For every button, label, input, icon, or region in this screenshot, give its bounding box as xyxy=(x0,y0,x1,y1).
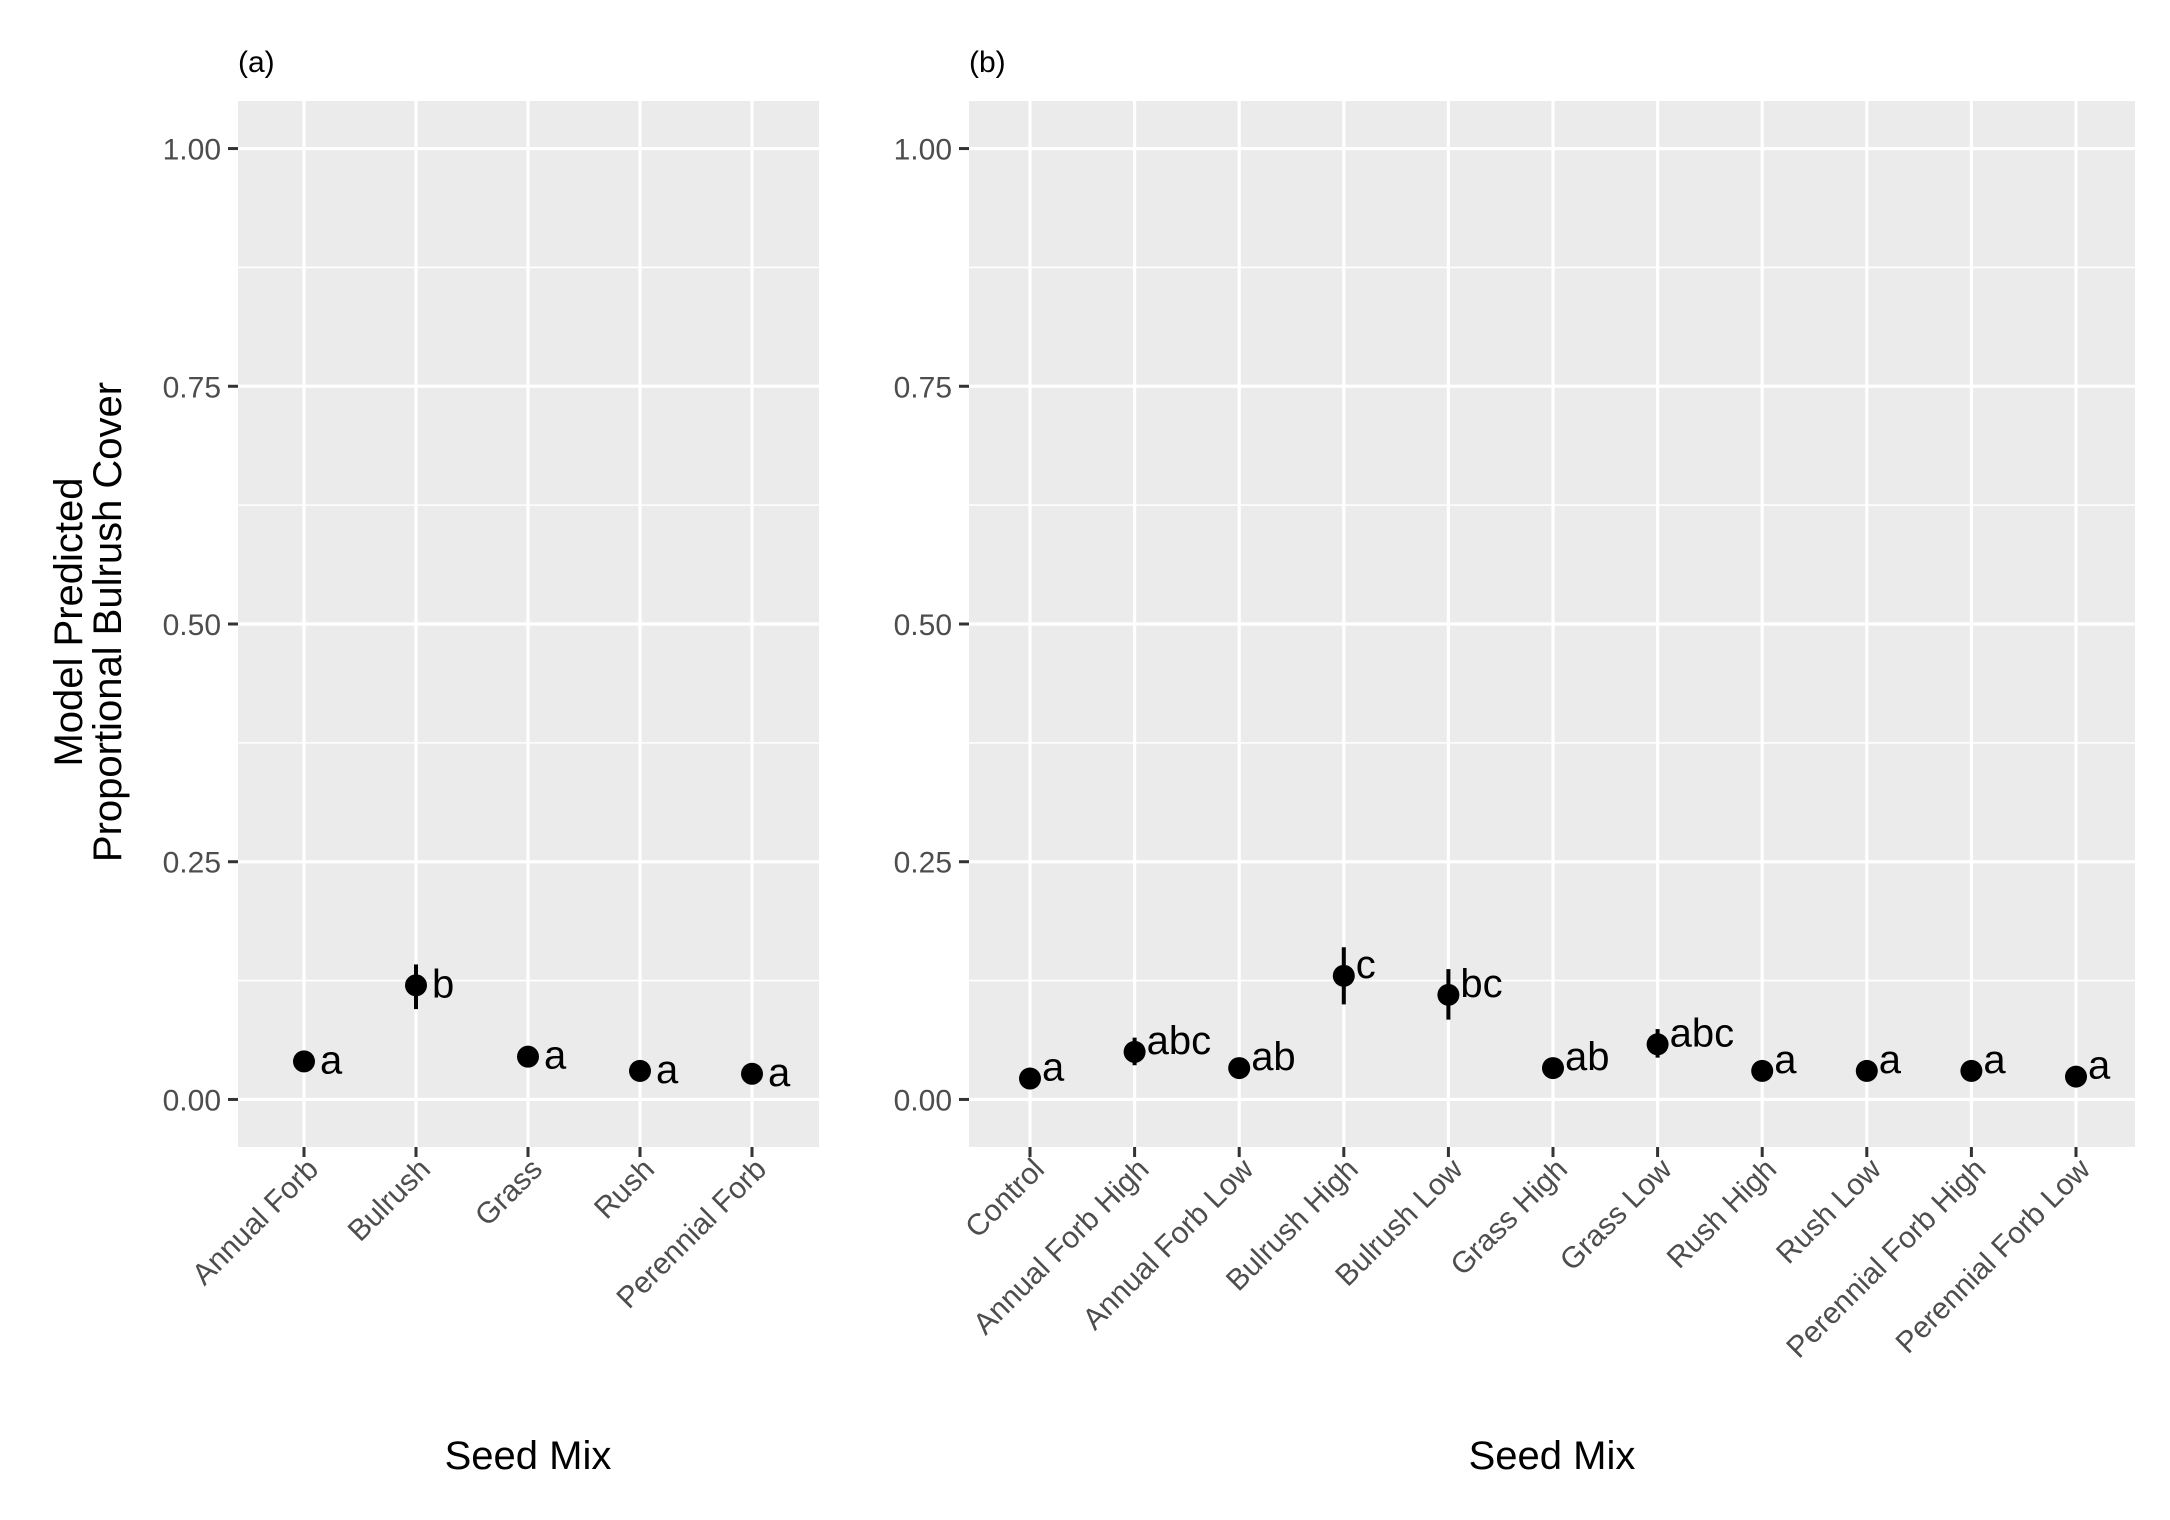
x-tick-label: Bulrush xyxy=(342,1153,437,1248)
x-tick-label: Grass Low xyxy=(1554,1152,1679,1277)
panel-a-y-axis: 0.00 0.25 0.50 0.75 1.00 xyxy=(163,134,238,1117)
data-point xyxy=(1646,1033,1669,1056)
y-tick-label: 0.25 xyxy=(894,847,952,880)
y-tick-label: 0.00 xyxy=(163,1084,221,1117)
significance-letter: ab xyxy=(1251,1035,1296,1079)
y-tick-label: 1.00 xyxy=(894,134,952,167)
panel-a-label: (a) xyxy=(238,46,275,79)
significance-letter: a xyxy=(1774,1038,1797,1082)
panel-a-x-axis-title: Seed Mix xyxy=(445,1434,612,1478)
y-tick-label: 0.75 xyxy=(894,371,952,404)
data-point xyxy=(1751,1059,1774,1082)
significance-letter: b xyxy=(432,962,454,1006)
data-point xyxy=(629,1059,651,1082)
panel-b-grid xyxy=(969,101,2135,1147)
panel-b-x-axis-title: Seed Mix xyxy=(1469,1434,1636,1478)
panel-b-label: (b) xyxy=(969,46,1006,79)
significance-letter: a xyxy=(1042,1046,1065,1090)
significance-letter: a xyxy=(656,1048,679,1092)
data-point xyxy=(1437,983,1460,1006)
data-point xyxy=(741,1062,763,1085)
y-tick-label: 0.00 xyxy=(894,1084,952,1117)
data-point xyxy=(405,974,427,997)
significance-letter: bc xyxy=(1460,962,1502,1006)
y-tick-label: 0.25 xyxy=(163,847,221,880)
x-tick-label: Annual Forb High xyxy=(967,1153,1155,1341)
x-tick-label: Grass xyxy=(469,1153,549,1233)
y-axis-title-line-2: Proportional Bulrush Cover xyxy=(86,382,130,862)
significance-letter: a xyxy=(1879,1038,1902,1082)
x-tick-label: Annual Forb xyxy=(186,1153,325,1292)
significance-letter: a xyxy=(768,1051,791,1095)
y-tick-label: 0.50 xyxy=(894,609,952,642)
data-point xyxy=(1123,1040,1146,1063)
y-axis-title-line-1: Model Predicted xyxy=(47,477,91,766)
data-point xyxy=(1855,1059,1878,1082)
data-point xyxy=(1542,1057,1564,1080)
y-tick-label: 1.00 xyxy=(163,134,221,167)
significance-letter: abc xyxy=(1670,1011,1735,1055)
significance-letter: a xyxy=(320,1038,343,1082)
data-point xyxy=(1960,1059,1983,1082)
data-point xyxy=(1019,1067,1041,1090)
significance-letter: ab xyxy=(1565,1035,1610,1079)
data-point xyxy=(2065,1065,2087,1088)
significance-letter: abc xyxy=(1147,1019,1212,1063)
significance-letter: a xyxy=(544,1034,567,1078)
significance-letter: a xyxy=(2088,1044,2111,1088)
data-point xyxy=(1332,964,1355,987)
data-point xyxy=(293,1050,315,1073)
data-point xyxy=(1228,1057,1251,1080)
y-tick-label: 0.75 xyxy=(163,371,221,404)
panel-a: (a) 0.00 0.25 0.50 0.75 1.00 Annual Forb Bulr… xyxy=(163,46,819,1478)
x-tick-label: Perennial Forb Low xyxy=(1890,1152,2098,1360)
x-tick-label: Rush High xyxy=(1661,1153,1783,1275)
significance-letter: c xyxy=(1356,943,1376,987)
data-point xyxy=(517,1045,539,1068)
panel-a-marks: a b a a a xyxy=(293,962,791,1095)
significance-letter: a xyxy=(1983,1038,2006,1082)
y-axis-title: Model Predicted Proportional Bulrush Cov… xyxy=(47,382,130,862)
y-tick-label: 0.50 xyxy=(163,609,221,642)
x-tick-label: Rush xyxy=(588,1153,661,1226)
panel-b-y-axis: 0.00 0.25 0.50 0.75 1.00 xyxy=(894,134,969,1117)
x-tick-label: Perennial Forb High xyxy=(1780,1153,1992,1365)
x-tick-label: Control xyxy=(959,1153,1051,1245)
